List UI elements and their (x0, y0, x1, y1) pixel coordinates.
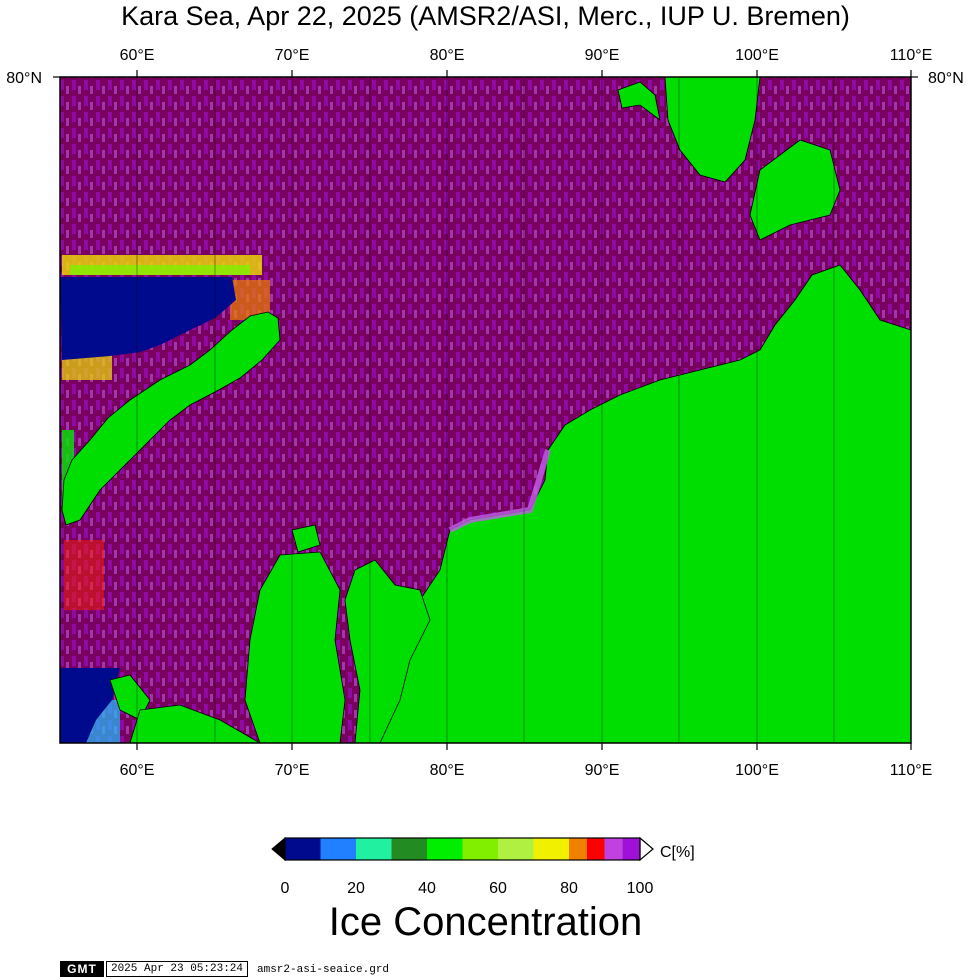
colorbar-cell (462, 838, 498, 860)
colorbar-title: Ice Concentration (328, 900, 643, 944)
lon-labels-top: 60°E 70°E 80°E 90°E 100°E 110°E (120, 47, 933, 64)
lon-label-top: 60°E (120, 47, 155, 64)
lon-label-top: 110°E (890, 47, 933, 64)
gmt-logo: GMT (60, 961, 104, 977)
coast-ice-fringe (448, 449, 551, 533)
colorbar-cells (285, 838, 640, 860)
land-severnaya-zemlya-west (664, 77, 761, 183)
map-frame (59, 76, 912, 744)
colorbar-tick: 100 (627, 880, 654, 897)
colorbar-tick: 40 (418, 880, 436, 897)
colorbar-cell (285, 838, 321, 860)
lon-label-bottom: 90°E (585, 762, 620, 779)
land-yamal (244, 551, 346, 743)
lon-label-bottom: 60°E (120, 762, 155, 779)
lon-label-bottom: 70°E (275, 762, 310, 779)
footer-filename: amsr2-asi-seaice.grd (257, 964, 390, 976)
footer-timestamp: 2025 Apr 23 05:23:24 (106, 961, 248, 977)
colorbar-cell (498, 838, 534, 860)
land-gydan (344, 559, 431, 743)
colorbar-cell (586, 838, 605, 860)
lon-label-top: 70°E (275, 47, 310, 64)
colorbar-cell (320, 838, 356, 860)
meridians (136, 77, 835, 743)
lon-label-top: 90°E (585, 47, 620, 64)
lon-label-bottom: 110°E (890, 762, 933, 779)
colorbar-cell (391, 838, 427, 860)
open-water-south (60, 668, 120, 743)
lat-label-left: 80°N (6, 70, 42, 87)
colorbar-cell (533, 838, 569, 860)
lon-label-top: 80°E (430, 47, 465, 64)
open-water-barents (60, 277, 236, 360)
colorbar-tick: 60 (489, 880, 507, 897)
colorbar-tick: 20 (347, 880, 365, 897)
colorbar: C[%] 0 20 40 60 80 100 (271, 836, 695, 897)
ticks (53, 70, 918, 750)
land-small-north (617, 81, 661, 121)
lon-label-bottom: 80°E (430, 762, 465, 779)
colorbar-cell (622, 838, 640, 860)
colorbar-cell (569, 838, 587, 860)
colorbar-cell (427, 838, 463, 860)
land-severnaya-zemlya-east (749, 139, 841, 241)
colorbar-frame (284, 837, 641, 861)
colorbar-cell (604, 838, 623, 860)
lon-label-top: 100°E (735, 47, 779, 64)
land-sw-mainland (129, 704, 261, 743)
colorbar-tick: 80 (560, 880, 578, 897)
map-area (60, 77, 911, 743)
land (61, 77, 911, 743)
colorbar-unit: C[%] (660, 844, 695, 861)
land-bely (291, 524, 321, 553)
colorbar-low-arrow (271, 836, 286, 862)
colorbar-tick: 0 (281, 880, 290, 897)
colorbar-high-arrow (639, 836, 654, 862)
land-novaya-zemlya (61, 311, 281, 526)
colorbar-cell (356, 838, 392, 860)
lon-label-bottom: 100°E (735, 762, 779, 779)
lat-label-right: 80°N (928, 70, 964, 87)
map-title: Kara Sea, Apr 22, 2025 (AMSR2/ASI, Merc.… (121, 1, 850, 31)
colorbar-ticks: 0 20 40 60 80 100 (281, 880, 654, 897)
lon-labels-bottom: 60°E 70°E 80°E 90°E 100°E 110°E (120, 762, 933, 779)
